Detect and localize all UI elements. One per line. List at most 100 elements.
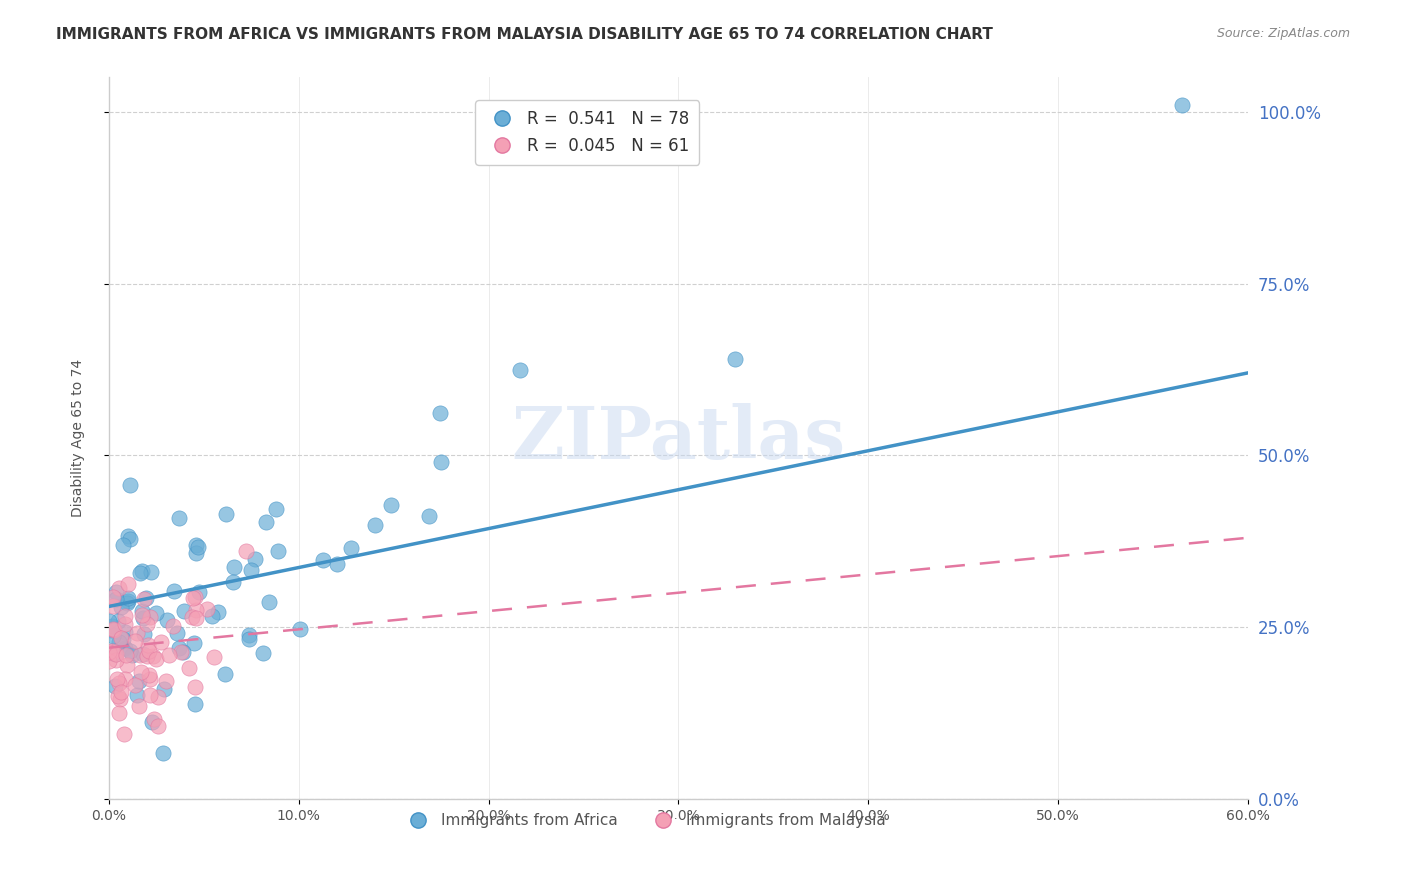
Point <box>187 541 209 555</box>
Point <box>107 635 129 649</box>
Point <box>101 618 124 632</box>
Point <box>134 591 156 606</box>
Point <box>142 648 165 663</box>
Point <box>98 654 121 668</box>
Point <box>117 594 139 608</box>
Point <box>112 538 135 552</box>
Point <box>155 674 177 689</box>
Point <box>172 645 194 659</box>
Point <box>135 648 157 663</box>
Point <box>166 625 188 640</box>
Point <box>101 599 124 614</box>
Point <box>138 688 160 702</box>
Point <box>104 647 127 661</box>
Point <box>128 699 150 714</box>
Point <box>153 682 176 697</box>
Point <box>215 507 238 521</box>
Point <box>254 515 277 529</box>
Point <box>118 644 141 658</box>
Point <box>184 680 207 694</box>
Point <box>107 614 129 628</box>
Point <box>135 591 157 606</box>
Point <box>134 627 156 641</box>
Point <box>138 644 160 658</box>
Point <box>98 615 121 629</box>
Point <box>112 632 135 646</box>
Point <box>114 624 136 639</box>
Point <box>509 363 531 377</box>
Point <box>132 647 155 661</box>
Point <box>201 609 224 624</box>
Point <box>266 501 288 516</box>
Point <box>180 609 202 624</box>
Point <box>121 648 143 662</box>
Point <box>114 641 136 656</box>
Point <box>429 406 451 420</box>
Point <box>157 648 180 663</box>
Point <box>141 714 163 729</box>
Point <box>364 517 387 532</box>
Point <box>183 636 205 650</box>
Point <box>259 594 281 608</box>
Point <box>173 604 195 618</box>
Point <box>101 590 124 604</box>
Point <box>252 646 274 660</box>
Point <box>98 645 121 659</box>
Point <box>103 629 125 643</box>
Point <box>162 619 184 633</box>
Point <box>112 727 135 741</box>
Point <box>1170 98 1192 112</box>
Point <box>184 610 207 624</box>
Point <box>118 478 141 492</box>
Point <box>311 553 333 567</box>
Point <box>184 697 207 711</box>
Point <box>187 585 209 599</box>
Point <box>136 638 159 652</box>
Point <box>132 610 155 624</box>
Point <box>117 591 139 606</box>
Point <box>235 543 257 558</box>
Point <box>222 560 245 574</box>
Point <box>108 581 131 595</box>
Point <box>110 685 132 699</box>
Point <box>184 538 207 552</box>
Point <box>243 552 266 566</box>
Point <box>138 668 160 682</box>
Point <box>202 650 225 665</box>
Point <box>418 508 440 523</box>
Point <box>222 575 245 590</box>
Point <box>114 609 136 624</box>
Point <box>118 532 141 546</box>
Point <box>105 585 128 599</box>
Point <box>163 584 186 599</box>
Point <box>127 625 149 640</box>
Point <box>184 590 207 604</box>
Point <box>107 689 129 703</box>
Point <box>139 610 162 624</box>
Point <box>145 607 167 621</box>
Point <box>128 648 150 662</box>
Point <box>146 719 169 733</box>
Point <box>100 624 122 638</box>
Point <box>430 454 453 468</box>
Point <box>169 510 191 524</box>
Point <box>115 648 138 662</box>
Point <box>167 641 190 656</box>
Point <box>124 633 146 648</box>
Point <box>101 643 124 657</box>
Text: Source: ZipAtlas.com: Source: ZipAtlas.com <box>1216 27 1350 40</box>
Text: IMMIGRANTS FROM AFRICA VS IMMIGRANTS FROM MALAYSIA DISABILITY AGE 65 TO 74 CORRE: IMMIGRANTS FROM AFRICA VS IMMIGRANTS FRO… <box>56 27 993 42</box>
Point <box>108 706 131 720</box>
Point <box>101 644 124 658</box>
Point <box>104 647 127 661</box>
Point <box>288 623 311 637</box>
Point <box>127 689 149 703</box>
Point <box>195 602 218 616</box>
Point <box>170 645 193 659</box>
Point <box>129 566 152 581</box>
Point <box>124 678 146 692</box>
Point <box>105 591 128 606</box>
Point <box>724 352 747 367</box>
Point <box>114 617 136 632</box>
Point <box>131 564 153 578</box>
